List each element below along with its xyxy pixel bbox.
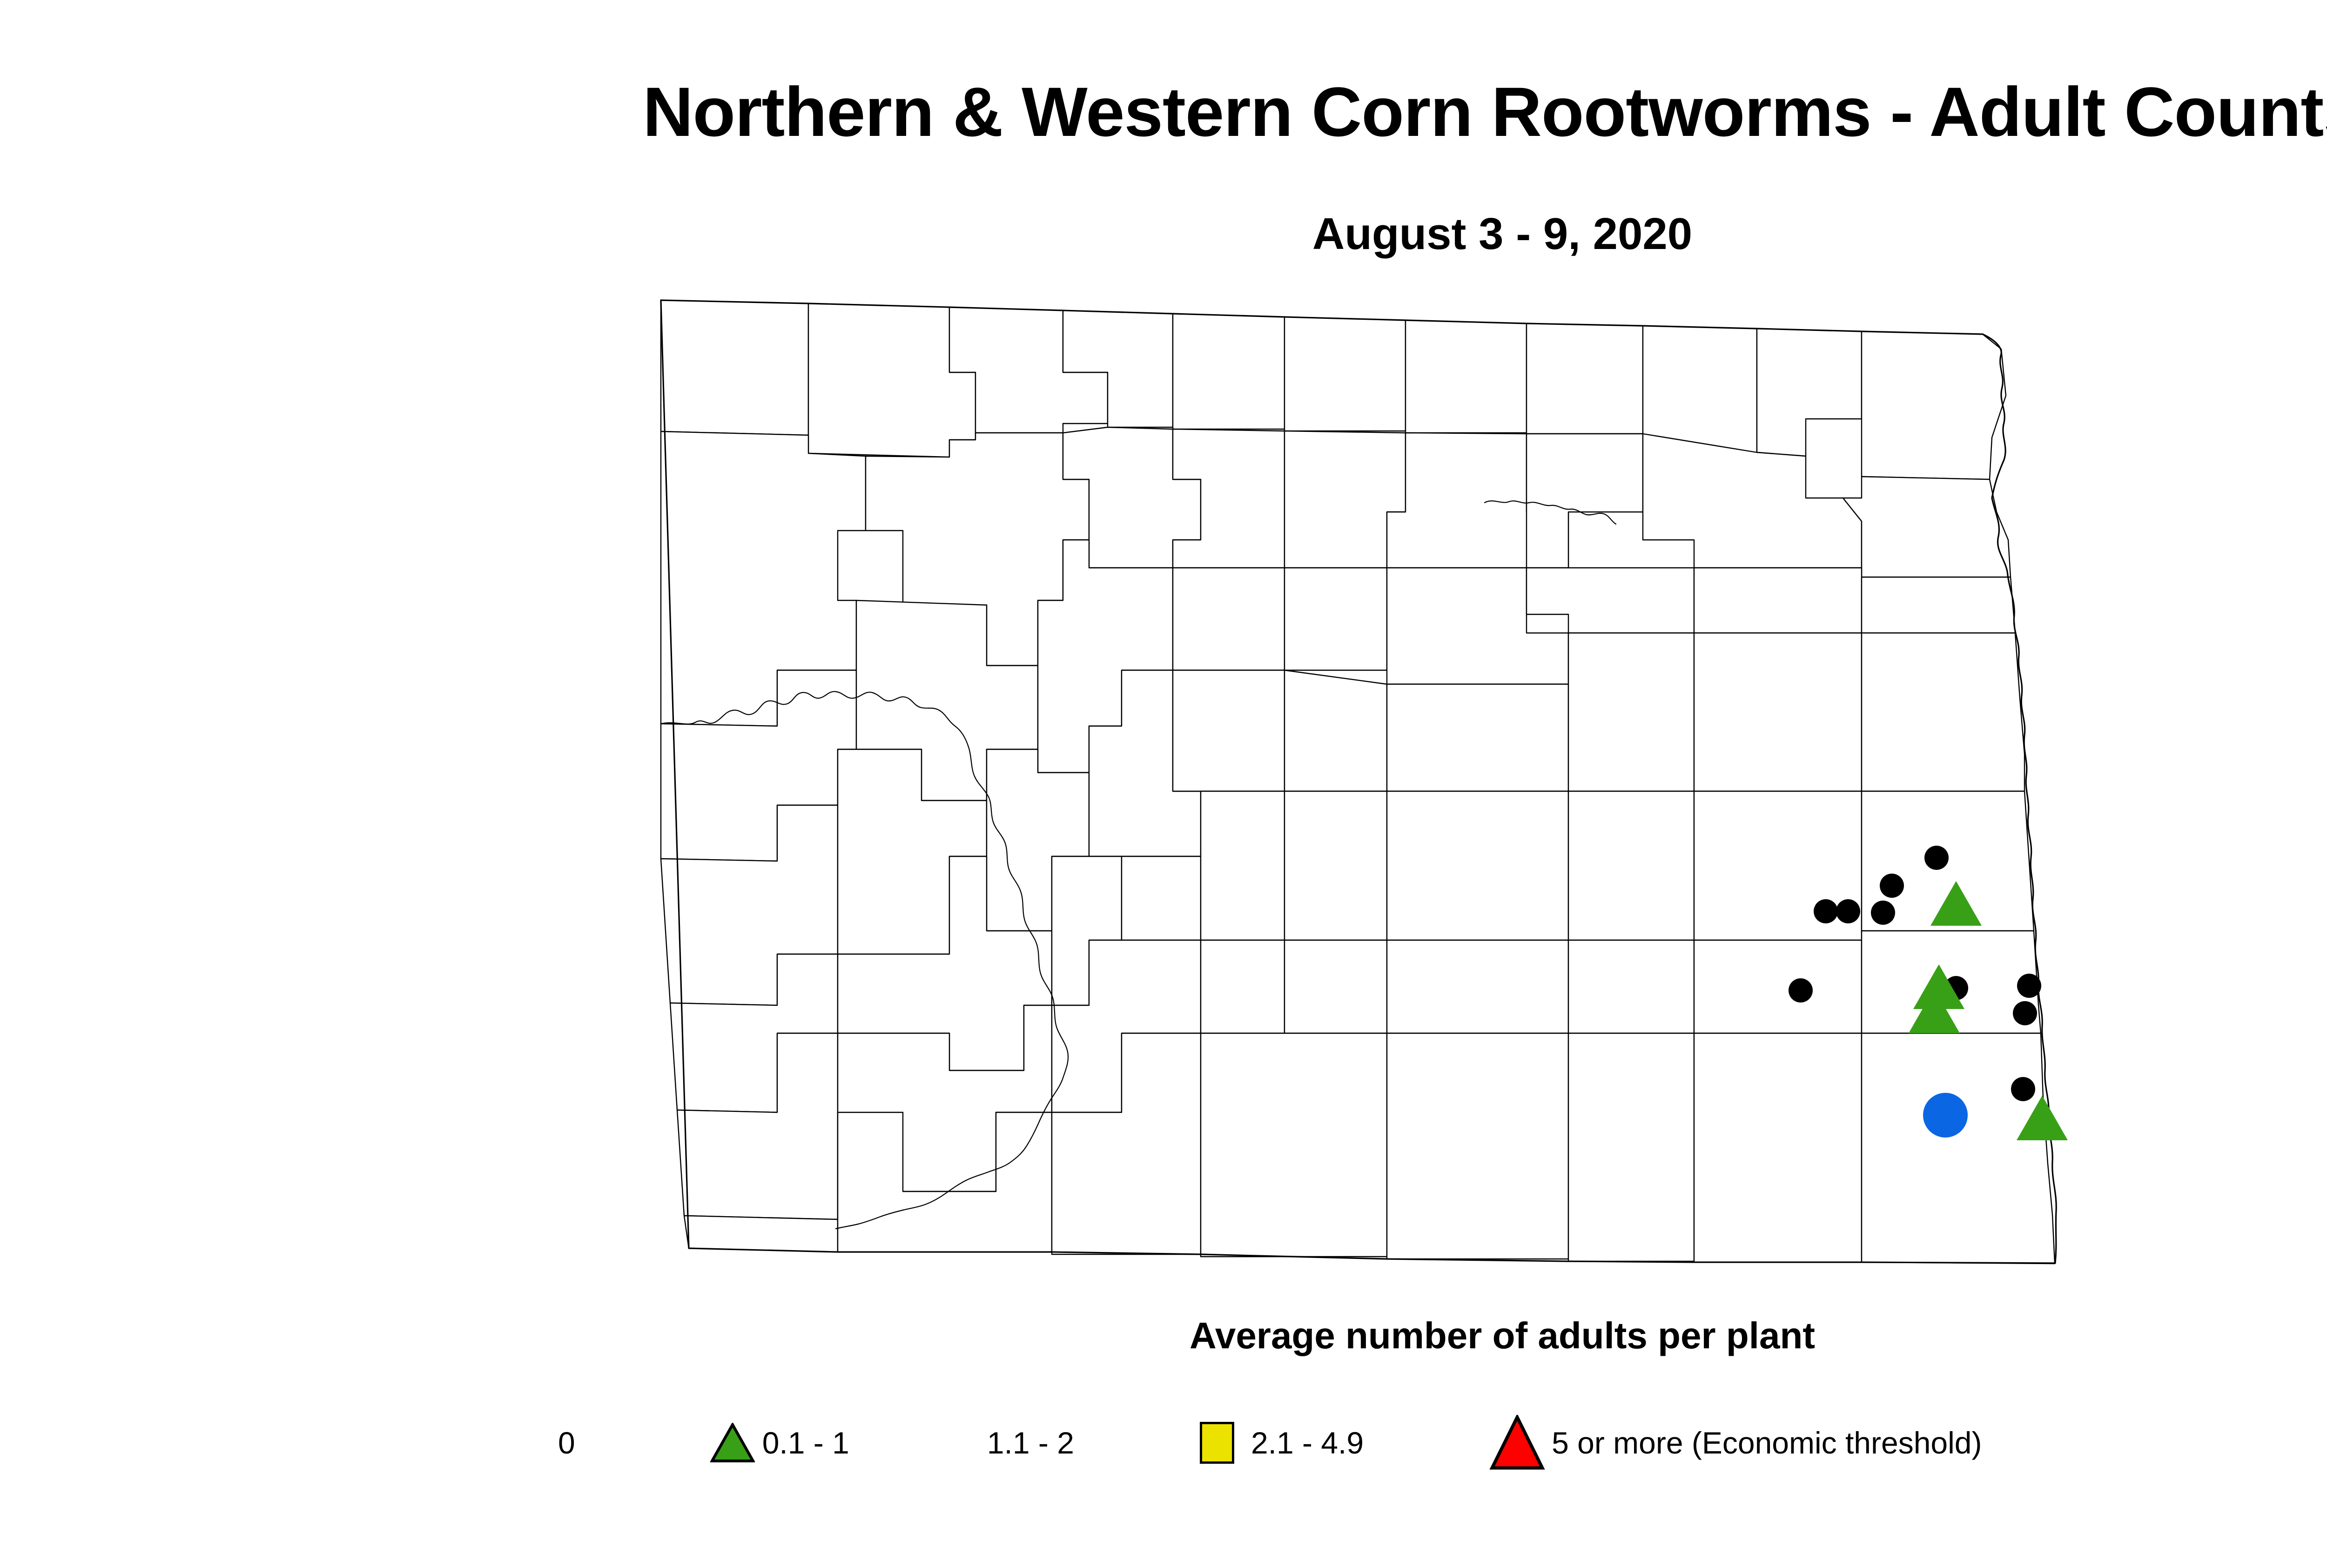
map-svg xyxy=(577,279,2068,1294)
page-title: Northern & Western Corn Rootworms - Adul… xyxy=(643,73,2327,151)
marker-count-0[interactable] xyxy=(2013,1001,2037,1025)
legend-item-3-label: 2.1 - 4.9 xyxy=(1251,1426,1364,1460)
legend-item-2[interactable]: 1.1 - 2 xyxy=(975,1427,1074,1458)
marker-count-0p1-1[interactable] xyxy=(1909,989,1960,1033)
marker-count-0p1-1[interactable] xyxy=(2017,1096,2068,1140)
marker-count-0[interactable] xyxy=(1814,899,1838,923)
marker-count-0[interactable] xyxy=(2011,1077,2035,1101)
legend-item-4[interactable]: 5 or more (Economic threshold) xyxy=(1489,1415,1982,1471)
missouri-river xyxy=(661,692,1068,1229)
county-boundaries xyxy=(661,300,2055,1264)
marker-count-0[interactable] xyxy=(1924,846,1949,870)
legend-title: Average number of adults per plant xyxy=(1190,1315,1815,1356)
legend-item-1-label: 0.1 - 1 xyxy=(762,1426,849,1460)
legend-item-3[interactable]: 2.1 - 4.9 xyxy=(1199,1420,1364,1466)
legend-item-0-label: 0 xyxy=(558,1426,575,1460)
marker-count-0[interactable] xyxy=(1880,874,1904,898)
legend-item-4-label: 5 or more (Economic threshold) xyxy=(1552,1426,1982,1460)
legend: 0 0.1 - 1 1.1 - 2 2.1 - 4.9 xyxy=(535,1403,2327,1482)
data-markers[interactable] xyxy=(1789,846,2068,1140)
date-range-subtitle: August 3 - 9, 2020 xyxy=(1312,209,1693,259)
legend-item-0[interactable]: 0 xyxy=(547,1427,575,1458)
square-yellow-icon xyxy=(1199,1420,1239,1466)
legend-item-2-label: 1.1 - 2 xyxy=(987,1426,1074,1460)
triangle-green-icon xyxy=(710,1423,755,1463)
marker-count-0[interactable] xyxy=(1789,978,1813,1003)
marker-count-0[interactable] xyxy=(1836,899,1860,923)
marker-count-1p1-2[interactable] xyxy=(1923,1093,1968,1137)
marker-count-0p1-1[interactable] xyxy=(1913,964,1964,1009)
marker-count-0[interactable] xyxy=(2017,974,2041,998)
devils-lake xyxy=(1485,501,1616,524)
north-dakota-county-map[interactable] xyxy=(577,279,2234,1294)
marker-count-0p1-1[interactable] xyxy=(1930,881,1982,926)
triangle-red-icon xyxy=(1489,1415,1545,1471)
legend-item-1[interactable]: 0.1 - 1 xyxy=(710,1423,849,1463)
marker-count-0[interactable] xyxy=(1871,901,1895,925)
